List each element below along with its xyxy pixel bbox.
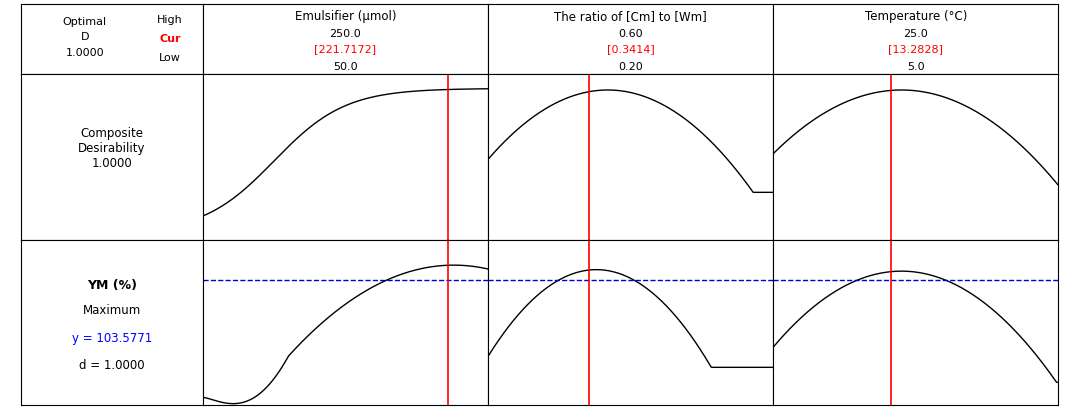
Text: [221.7172]: [221.7172]: [314, 44, 376, 54]
Text: [13.2828]: [13.2828]: [888, 44, 943, 54]
Text: 0.20: 0.20: [618, 62, 642, 72]
Text: Emulsifier (μmol): Emulsifier (μmol): [295, 10, 397, 23]
Text: Cur: Cur: [159, 34, 181, 44]
Text: y = 103.5771: y = 103.5771: [72, 332, 152, 345]
Text: Optimal: Optimal: [63, 17, 107, 27]
Text: YM (%): YM (%): [87, 279, 137, 292]
Text: 1.0000: 1.0000: [65, 47, 104, 58]
Text: Maximum: Maximum: [83, 304, 141, 317]
Text: D: D: [80, 32, 89, 42]
Text: 0.60: 0.60: [618, 29, 642, 38]
Text: 5.0: 5.0: [907, 62, 925, 72]
Text: 25.0: 25.0: [903, 29, 928, 38]
Text: Low: Low: [159, 53, 181, 63]
Text: 50.0: 50.0: [334, 62, 358, 72]
Text: d = 1.0000: d = 1.0000: [79, 359, 145, 372]
Text: High: High: [157, 15, 183, 25]
Text: 250.0: 250.0: [329, 29, 361, 38]
Text: The ratio of [Cm] to [Wm]: The ratio of [Cm] to [Wm]: [554, 10, 707, 23]
Text: Composite
Desirability
1.0000: Composite Desirability 1.0000: [78, 127, 145, 170]
Text: [0.3414]: [0.3414]: [607, 44, 654, 54]
Text: Temperature (°C): Temperature (°C): [865, 10, 967, 23]
